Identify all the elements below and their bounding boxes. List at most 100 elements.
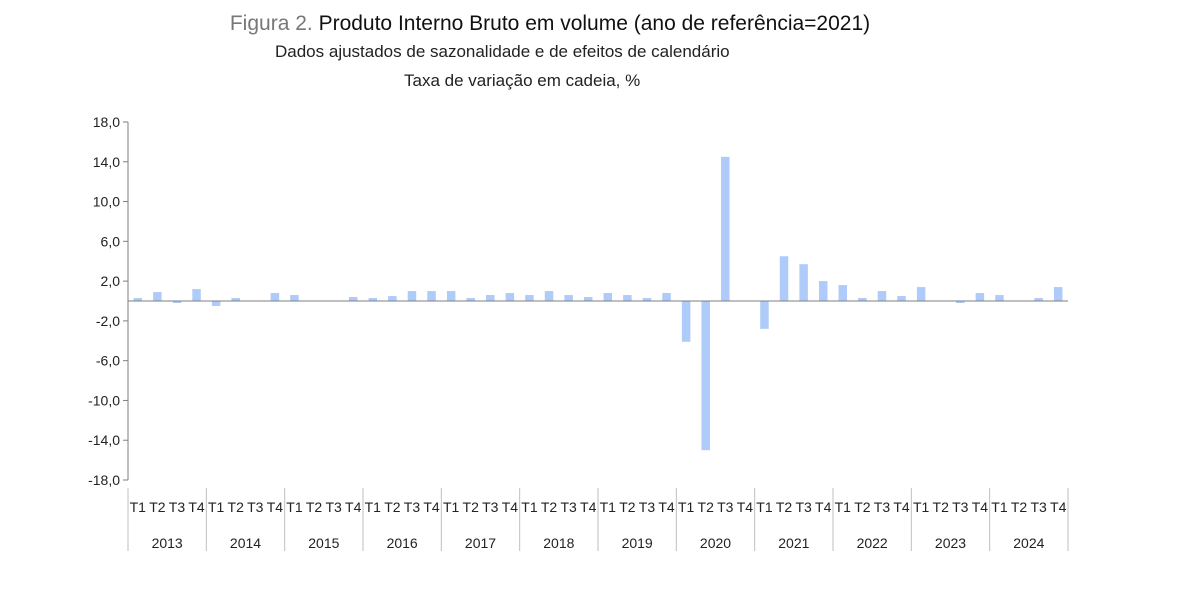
bar [172, 301, 182, 303]
bar [583, 297, 593, 301]
year-label: 2020 [700, 535, 731, 551]
quarter-label: T3 [325, 499, 342, 515]
quarter-label: T1 [365, 499, 382, 515]
y-tick-label: 2,0 [101, 273, 121, 289]
year-label: 2018 [543, 535, 574, 551]
chart-subtitle: Dados ajustados de sazonalidade e de efe… [275, 42, 730, 61]
y-tick-label: -18,0 [88, 472, 120, 488]
quarter-label: T3 [1030, 499, 1047, 515]
bar [858, 298, 867, 301]
bar [995, 295, 1004, 301]
bar [192, 289, 201, 301]
year-label: 2019 [622, 535, 653, 551]
bar [466, 298, 475, 301]
year-label: 2022 [857, 535, 888, 551]
bar [446, 291, 456, 301]
quarter-label: T3 [560, 499, 577, 515]
quarter-label: T2 [149, 499, 166, 515]
y-tick-label: 18,0 [93, 114, 120, 130]
quarter-label: T1 [991, 499, 1008, 515]
year-label: 2023 [935, 535, 966, 551]
bar [681, 301, 691, 342]
bar [525, 295, 534, 301]
bar [270, 293, 280, 301]
quarter-label: T3 [639, 499, 656, 515]
year-label: 2014 [230, 535, 261, 551]
bar [1053, 287, 1063, 301]
bar [427, 291, 436, 301]
bar [975, 293, 985, 301]
quarter-label: T2 [933, 499, 950, 515]
bar [916, 287, 926, 301]
quarter-label: T2 [306, 499, 323, 515]
y-tick-label: 6,0 [101, 233, 121, 249]
quarter-label: T3 [482, 499, 499, 515]
bar [133, 298, 143, 301]
bar [544, 291, 554, 301]
year-label: 2024 [1013, 535, 1044, 551]
quarter-label: T4 [580, 499, 597, 515]
quarter-label: T4 [502, 499, 519, 515]
quarter-label: T1 [208, 499, 225, 515]
y-tick-label: 10,0 [93, 194, 120, 210]
quarter-label: T1 [286, 499, 303, 515]
year-label: 2021 [778, 535, 809, 551]
quarter-label: T1 [678, 499, 695, 515]
bar [1034, 298, 1043, 301]
bar [348, 297, 358, 301]
bar [701, 301, 710, 451]
bar [505, 293, 515, 301]
bar [760, 301, 769, 329]
quarter-label: T3 [404, 499, 421, 515]
quarter-label: T2 [619, 499, 636, 515]
quarter-label: T3 [717, 499, 734, 515]
quarter-label: T2 [228, 499, 245, 515]
quarter-label: T3 [169, 499, 186, 515]
figure-number: Figura 2. [229, 12, 313, 35]
bar [153, 292, 162, 301]
bar [388, 296, 397, 301]
year-label: 2015 [308, 535, 339, 551]
y-tick-label: -10,0 [88, 392, 120, 408]
quarter-label: T4 [737, 499, 754, 515]
quarter-label: T2 [1011, 499, 1028, 515]
y-tick-label: -14,0 [88, 432, 120, 448]
bar [799, 264, 808, 301]
y-tick-label: -2,0 [96, 313, 120, 329]
y-tick-label: 14,0 [93, 154, 120, 170]
year-label: 2017 [465, 535, 496, 551]
quarter-label: T1 [913, 499, 930, 515]
bar [779, 256, 789, 301]
bar [211, 301, 221, 306]
quarter-label: T4 [267, 499, 284, 515]
quarter-label: T1 [443, 499, 460, 515]
bar [897, 296, 906, 301]
bar [231, 298, 240, 301]
quarter-label: T4 [423, 499, 440, 515]
quarter-label: T4 [815, 499, 832, 515]
quarter-label: T2 [854, 499, 871, 515]
quarter-label: T3 [795, 499, 812, 515]
bar [368, 298, 378, 301]
quarter-label: T2 [541, 499, 558, 515]
quarter-label: T3 [952, 499, 969, 515]
quarter-label: T4 [1050, 499, 1067, 515]
bar [603, 293, 613, 301]
bar [642, 298, 652, 301]
quarter-label: T2 [698, 499, 715, 515]
bar [486, 295, 495, 301]
quarter-label: T4 [188, 499, 205, 515]
bar [623, 295, 632, 301]
quarter-label: T1 [756, 499, 773, 515]
quarter-label: T1 [600, 499, 617, 515]
quarter-label: T2 [776, 499, 793, 515]
bar [564, 295, 573, 301]
quarter-label: T4 [972, 499, 989, 515]
y-axis-label: Taxa de variação em cadeia, % [404, 71, 641, 90]
year-label: 2013 [152, 535, 183, 551]
quarter-label: T4 [345, 499, 362, 515]
quarter-label: T1 [130, 499, 147, 515]
chart-title: Figura 2. Produto Interno Bruto em volum… [0, 10, 1100, 38]
quarter-label: T2 [384, 499, 401, 515]
